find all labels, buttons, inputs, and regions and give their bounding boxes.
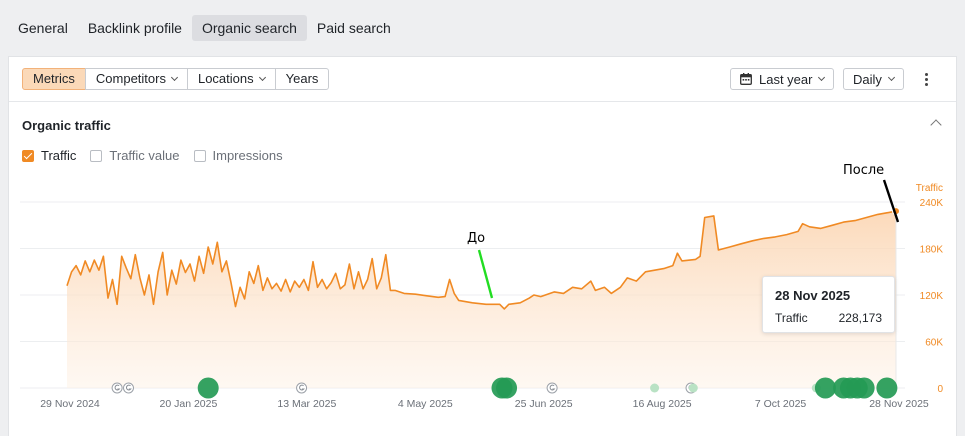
- checkbox-traffic[interactable]: Traffic: [22, 148, 76, 163]
- chevron-down-icon: [887, 73, 895, 82]
- metrics-segment-control: Metrics Competitors Locations Years: [22, 68, 330, 90]
- calendar-icon: [740, 73, 752, 85]
- tooltip-value: 228,173: [838, 311, 882, 325]
- metric-checkboxes: Traffic Traffic value Impressions: [22, 148, 283, 163]
- tooltip-date: 28 Nov 2025: [775, 288, 851, 303]
- tab-organic-search[interactable]: Organic search: [191, 15, 307, 41]
- section-title: Organic traffic: [22, 118, 111, 133]
- interval-label: Daily: [853, 71, 882, 87]
- years-button[interactable]: Years: [274, 68, 330, 90]
- chevron-down-icon: [818, 73, 826, 82]
- checkbox-checked-icon: [22, 149, 34, 162]
- checkbox-traffic-value[interactable]: Traffic value: [90, 148, 180, 163]
- more-vertical-icon[interactable]: [921, 69, 931, 89]
- metrics-button[interactable]: Metrics: [22, 68, 86, 90]
- period-dropdown[interactable]: Last year: [730, 68, 835, 90]
- period-label: Last year: [759, 71, 813, 87]
- checkbox-impressions[interactable]: Impressions: [193, 148, 283, 163]
- checkbox-empty-icon: [193, 149, 206, 162]
- chevron-up-icon[interactable]: [930, 119, 942, 131]
- chevron-down-icon: [170, 73, 179, 82]
- tab-paid-search[interactable]: Paid search: [316, 20, 391, 36]
- tab-backlink-profile[interactable]: Backlink profile: [87, 20, 182, 36]
- organic-search-panel: Metrics Competitors Locations Years Last…: [8, 56, 957, 436]
- interval-dropdown[interactable]: Daily: [843, 68, 904, 90]
- annotation-after: После: [843, 163, 885, 178]
- competitors-dropdown[interactable]: Competitors: [84, 68, 188, 90]
- locations-dropdown[interactable]: Locations: [186, 68, 276, 90]
- chart-toolbar: Metrics Competitors Locations Years Last…: [9, 57, 956, 102]
- annotation-before: До: [467, 231, 486, 246]
- tab-general[interactable]: General: [18, 20, 68, 36]
- chart-tooltip: 28 Nov 2025 Traffic 228,173: [762, 276, 895, 333]
- tooltip-metric: Traffic: [775, 311, 808, 325]
- chevron-down-icon: [258, 73, 266, 82]
- checkbox-empty-icon: [90, 149, 103, 162]
- top-tabs: General Backlink profile Organic search …: [8, 15, 401, 41]
